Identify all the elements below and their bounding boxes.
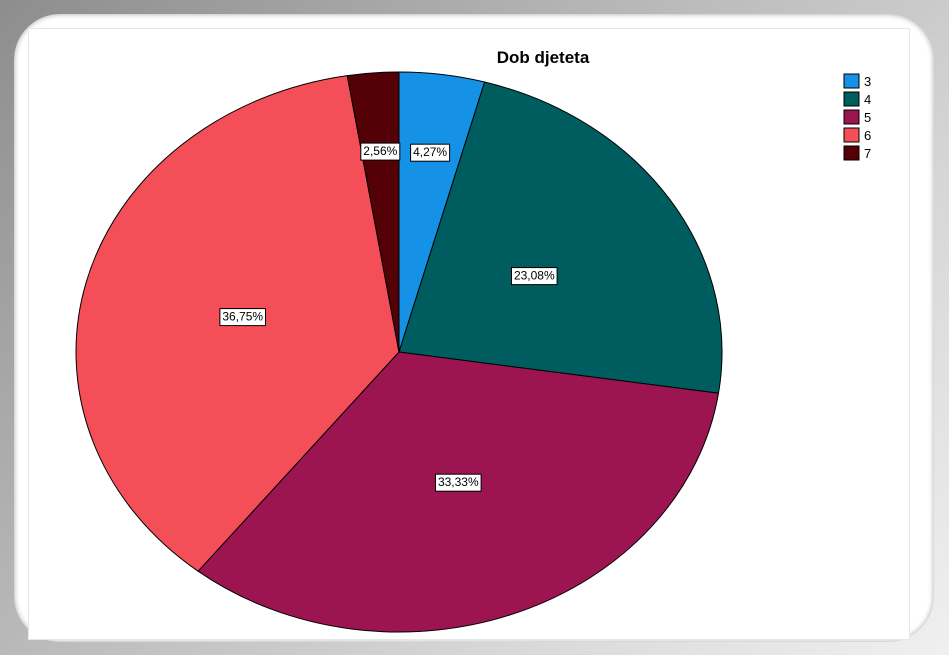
slice-label-box bbox=[435, 473, 482, 492]
pie-slice-label-7: 2,56% bbox=[360, 142, 401, 161]
legend-label: 3 bbox=[864, 74, 871, 89]
pie-slice-7 bbox=[346, 71, 400, 353]
slice-label-box bbox=[410, 143, 451, 162]
legend-item-6: 6 bbox=[843, 127, 871, 143]
legend-item-4: 4 bbox=[843, 91, 871, 107]
legend-swatch bbox=[843, 73, 860, 89]
slice-label-box bbox=[360, 142, 401, 161]
pie-slice-label-4: 23,08% bbox=[511, 267, 558, 286]
pie-slice-4 bbox=[398, 81, 723, 394]
slice-label-text: 33,33% bbox=[438, 475, 479, 489]
chart-title: Dob djeteta bbox=[497, 48, 590, 67]
legend-label: 4 bbox=[864, 92, 871, 107]
legend-item-3: 3 bbox=[843, 73, 871, 89]
slice-label-text: 2,56% bbox=[363, 144, 397, 158]
legend-label: 6 bbox=[864, 128, 871, 143]
pie-slice-5 bbox=[197, 351, 720, 633]
legend-label: 7 bbox=[864, 146, 871, 161]
pie-slice-label-3: 4,27% bbox=[410, 143, 451, 162]
pie-slice-label-6: 36,75% bbox=[219, 308, 266, 327]
legend-swatch bbox=[843, 109, 860, 125]
legend-swatch bbox=[843, 91, 860, 107]
pie-slice-label-5: 33,33% bbox=[435, 473, 482, 492]
legend-item-5: 5 bbox=[843, 109, 871, 125]
legend: 3 4 5 6 7 bbox=[843, 73, 871, 161]
slice-label-text: 36,75% bbox=[222, 310, 263, 324]
legend-item-7: 7 bbox=[843, 145, 871, 161]
legend-swatch bbox=[843, 127, 860, 143]
slice-label-box bbox=[219, 308, 266, 327]
legend-label: 5 bbox=[864, 110, 871, 125]
legend-swatch bbox=[843, 145, 860, 161]
pie-slice-labels: 4,27% 23,08% 33,33% 36,75% 2,56% bbox=[219, 142, 558, 492]
slice-label-box bbox=[511, 267, 558, 286]
slice-label-text: 23,08% bbox=[514, 269, 555, 283]
slice-label-text: 4,27% bbox=[413, 145, 447, 159]
